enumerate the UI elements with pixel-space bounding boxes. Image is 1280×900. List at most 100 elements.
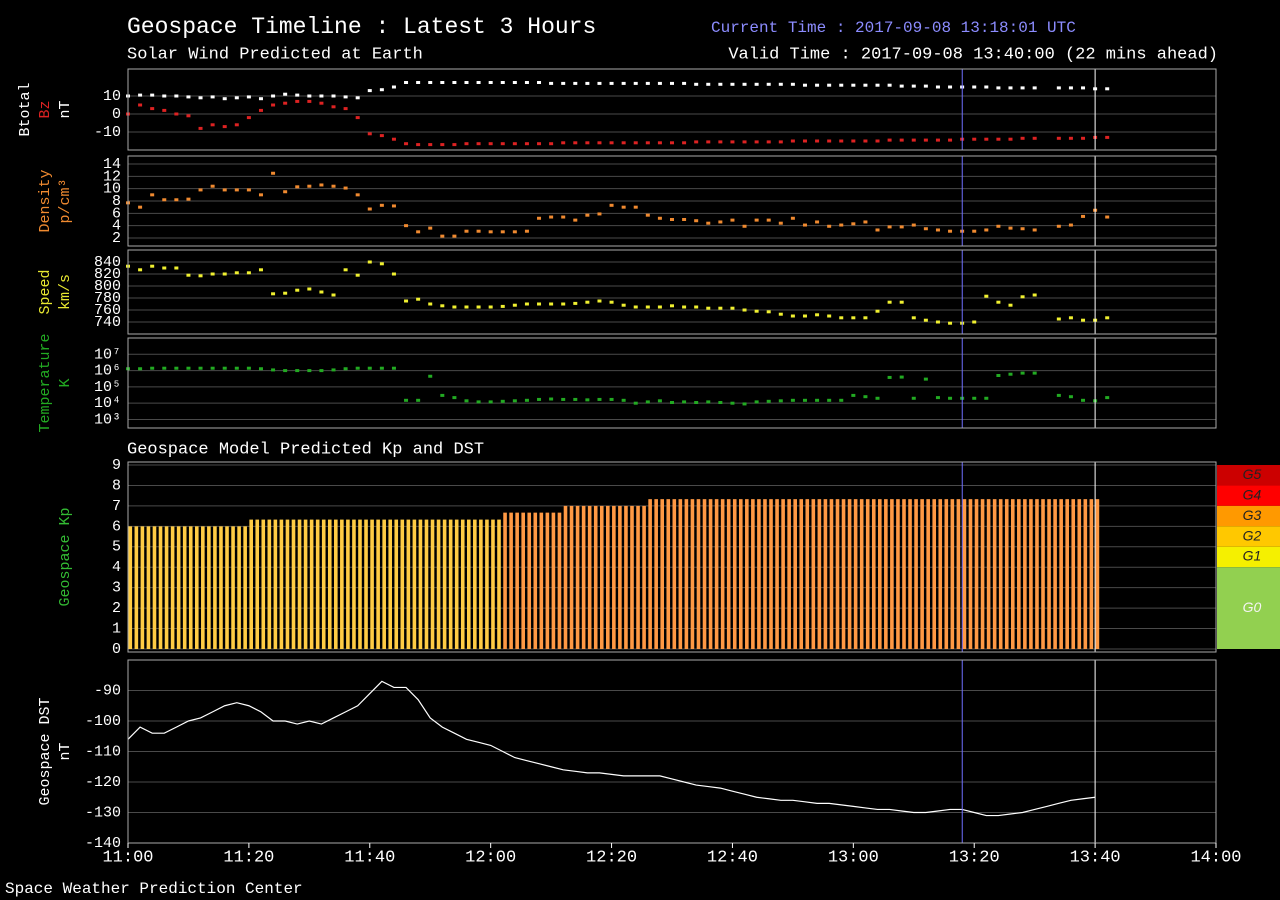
y-tick-label: 800: [94, 278, 121, 295]
data-point: [234, 96, 239, 100]
data-point: [404, 142, 409, 146]
bar: [992, 499, 997, 649]
bar: [442, 519, 447, 649]
data-point: [935, 320, 940, 324]
data-point: [863, 220, 868, 224]
data-point: [923, 84, 928, 88]
data-point: [234, 188, 239, 192]
x-tick-label: 12:00: [465, 848, 516, 867]
bar: [575, 505, 580, 649]
data-point: [343, 186, 348, 190]
data-point: [899, 375, 904, 379]
bar: [865, 499, 870, 649]
data-point: [440, 81, 445, 84]
data-point: [452, 81, 457, 84]
data-point: [464, 399, 469, 403]
data-point: [851, 316, 856, 320]
data-point: [815, 83, 820, 87]
data-point: [428, 81, 433, 84]
bar: [358, 519, 362, 649]
data-point: [379, 88, 384, 92]
bar: [642, 505, 646, 649]
data-point: [802, 83, 807, 87]
data-point: [174, 266, 179, 270]
data-point: [379, 203, 384, 207]
bar: [346, 519, 350, 649]
bar: [738, 499, 743, 649]
bar: [823, 499, 828, 649]
bar: [781, 499, 785, 649]
data-point: [500, 81, 505, 84]
data-point: [1068, 223, 1073, 227]
data-point: [549, 142, 554, 146]
bar: [249, 519, 253, 649]
bar: [158, 526, 163, 649]
data-point: [1008, 372, 1013, 376]
bar: [164, 526, 169, 649]
scale-band-label: G2: [1243, 527, 1262, 543]
data-point: [899, 300, 904, 304]
data-point: [694, 219, 699, 223]
bar: [751, 499, 755, 649]
data-point: [670, 81, 674, 85]
data-point: [887, 138, 892, 142]
y-tick-label: 760: [94, 302, 121, 319]
scale-band: [1217, 526, 1280, 547]
bar: [146, 526, 151, 649]
bar: [503, 512, 507, 649]
data-point: [476, 142, 481, 146]
data-point: [706, 140, 711, 144]
bar: [557, 512, 562, 649]
bar: [732, 499, 737, 649]
data-point: [561, 397, 566, 401]
data-point: [512, 81, 517, 84]
data-point: [573, 81, 578, 85]
bar: [714, 499, 719, 649]
data-point: [935, 228, 940, 232]
data-point: [609, 81, 614, 85]
bar: [219, 526, 223, 649]
bar: [194, 526, 199, 649]
bar: [1004, 499, 1009, 649]
data-point: [319, 183, 324, 187]
data-point: [428, 143, 433, 147]
data-point: [319, 290, 324, 294]
bar: [412, 519, 417, 649]
data-point: [234, 366, 239, 370]
bar: [938, 499, 943, 649]
data-point: [222, 366, 227, 370]
data-point: [1105, 316, 1110, 320]
data-point: [935, 396, 940, 400]
data-point: [911, 138, 916, 142]
bar: [321, 519, 326, 649]
y-tick-label: 9: [112, 457, 121, 474]
data-point: [972, 229, 977, 233]
y-tick-label: 4: [112, 218, 121, 235]
data-point: [391, 272, 396, 276]
data-point: [1020, 227, 1025, 231]
data-point: [815, 313, 820, 317]
bar: [515, 512, 519, 649]
data-point: [657, 141, 662, 145]
bar: [225, 526, 229, 649]
data-point: [923, 318, 928, 322]
bar: [140, 526, 145, 649]
x-tick-label: 11:20: [223, 848, 274, 867]
data-point: [802, 223, 807, 227]
bar: [630, 505, 634, 649]
data-point: [778, 82, 783, 86]
data-point: [742, 308, 747, 312]
data-point: [162, 266, 167, 270]
data-point: [718, 82, 723, 86]
y-tick-label: 10⁴: [94, 395, 121, 412]
data-point: [682, 217, 687, 221]
bar: [364, 519, 368, 649]
data-point: [972, 320, 977, 324]
bar: [352, 519, 356, 649]
data-point: [258, 108, 263, 112]
data-point: [319, 369, 324, 373]
data-point: [210, 272, 215, 276]
data-point: [343, 95, 348, 99]
data-point: [210, 366, 215, 370]
x-tick-label: 12:20: [586, 848, 637, 867]
